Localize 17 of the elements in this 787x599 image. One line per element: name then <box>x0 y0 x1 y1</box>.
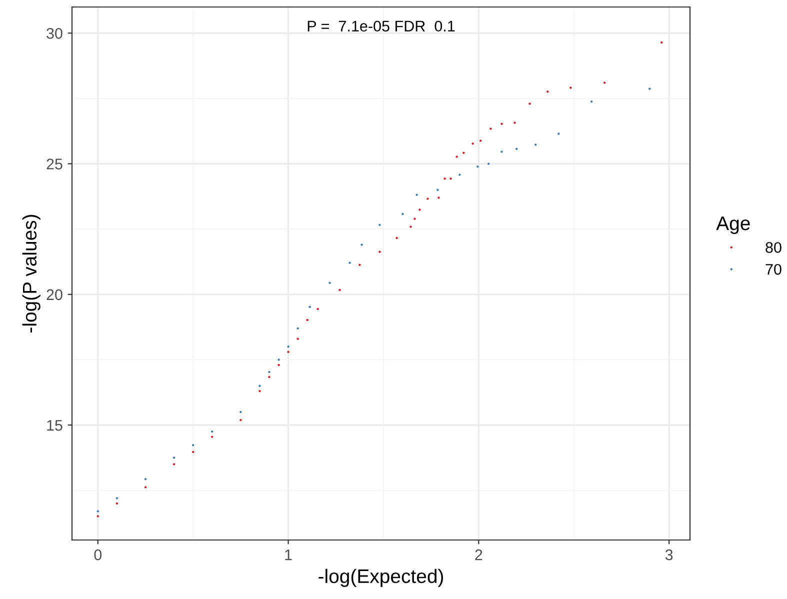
legend-title: Age <box>716 216 750 234</box>
annotation: P = 7.1e-05 FDR 0.1 <box>308 20 455 32</box>
y-tick-label: 15 <box>47 420 62 431</box>
point <box>116 502 118 505</box>
x-tick-label: 2 <box>475 549 482 560</box>
x-tick-label: 3 <box>665 549 673 560</box>
y-tick-label: 30 <box>46 28 62 39</box>
y-tick-label: 20 <box>46 289 62 300</box>
legend-label: 80 <box>766 242 782 253</box>
y-tick-label: 25 <box>46 158 62 170</box>
x-tick-label: 1 <box>285 550 292 560</box>
point <box>590 100 593 103</box>
x-axis-title: -log(Expected) <box>318 568 444 587</box>
x-tick-label: 0 <box>94 549 102 560</box>
point <box>192 450 194 454</box>
y-axis-title: -log(P values) <box>22 214 40 332</box>
legend-label: 70 <box>766 264 782 275</box>
